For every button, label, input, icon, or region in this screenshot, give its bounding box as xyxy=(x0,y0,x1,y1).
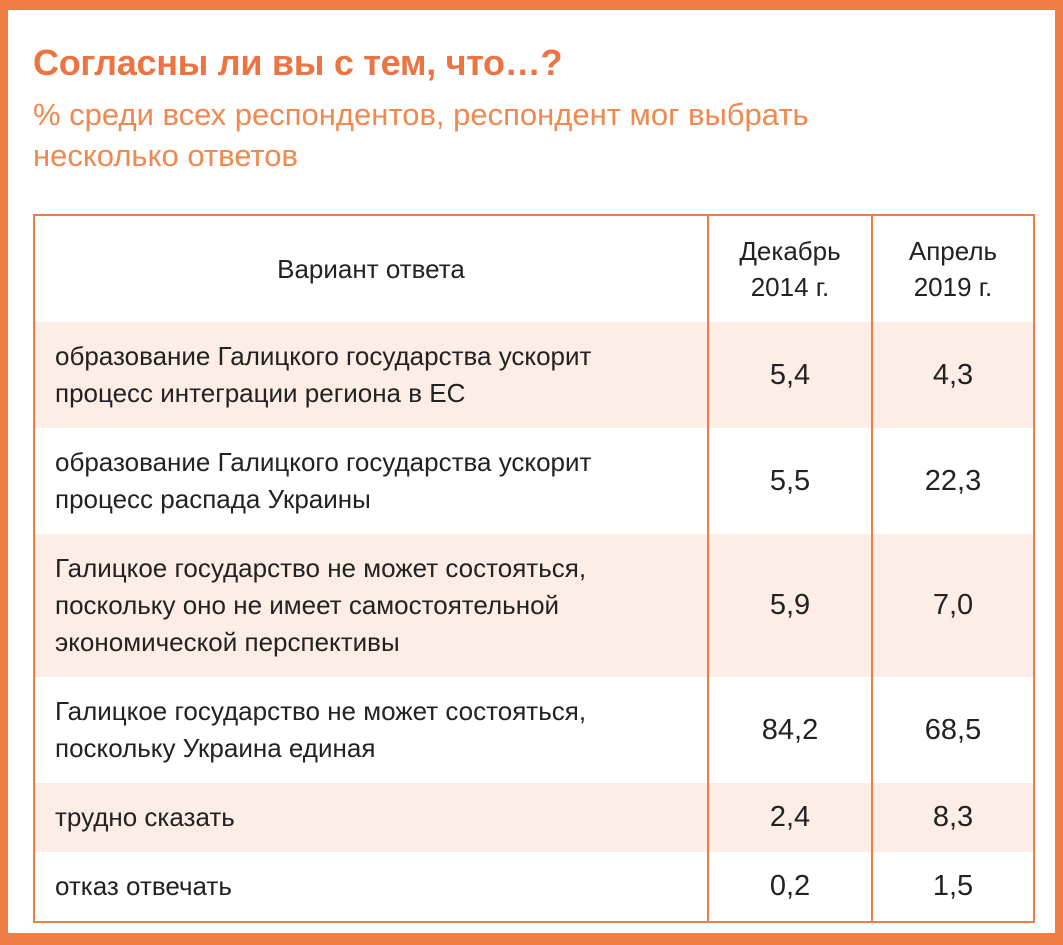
value-dec-2014: 5,9 xyxy=(707,534,872,677)
value-dec-2014: 2,4 xyxy=(707,783,872,852)
column-header-answer: Вариант ответа xyxy=(34,215,708,322)
value-dec-2014: 84,2 xyxy=(707,677,872,783)
value-apr-2019: 22,3 xyxy=(871,428,1034,534)
table-header: Вариант ответа Декабрь 2014 г. Апрель 20… xyxy=(34,215,1034,322)
column-header-apr-2019: Апрель 2019 г. xyxy=(871,215,1034,322)
header-row: Вариант ответа Декабрь 2014 г. Апрель 20… xyxy=(34,215,1034,322)
table-row: образование Галицкого государства ускори… xyxy=(34,322,1034,428)
page-subtitle: % среди всех респондентов, респондент мо… xyxy=(33,97,809,173)
value-dec-2014: 0,2 xyxy=(707,852,872,922)
value-apr-2019: 7,0 xyxy=(871,534,1034,677)
page-content: Согласны ли вы с тем, что…? % среди всех… xyxy=(8,42,1055,923)
survey-results-table: Вариант ответа Декабрь 2014 г. Апрель 20… xyxy=(33,214,1035,923)
table-row: Галицкое государство не может состояться… xyxy=(34,534,1034,677)
value-apr-2019: 8,3 xyxy=(871,783,1034,852)
value-apr-2019: 1,5 xyxy=(871,852,1034,922)
value-apr-2019: 4,3 xyxy=(871,322,1034,428)
answer-label: трудно сказать xyxy=(55,802,235,832)
page-title: Согласны ли вы с тем, что…? xyxy=(33,42,563,83)
table-row: трудно сказать 2,4 8,3 xyxy=(34,783,1034,852)
table-row: отказ отвечать 0,2 1,5 xyxy=(34,852,1034,922)
answer-label: Галицкое государство не может состояться… xyxy=(55,696,587,763)
column-header-dec-2014: Декабрь 2014 г. xyxy=(707,215,872,322)
table-row: образование Галицкого государства ускори… xyxy=(34,428,1034,534)
value-apr-2019: 68,5 xyxy=(871,677,1034,783)
table-row: Галицкое государство не может состояться… xyxy=(34,677,1034,783)
answer-label: образование Галицкого государства ускори… xyxy=(55,341,592,408)
answer-label: Галицкое государство не может состояться… xyxy=(55,553,587,657)
table-body: образование Галицкого государства ускори… xyxy=(34,322,1034,922)
value-dec-2014: 5,5 xyxy=(707,428,872,534)
answer-label: отказ отвечать xyxy=(55,871,232,901)
value-dec-2014: 5,4 xyxy=(707,322,872,428)
answer-label: образование Галицкого государства ускори… xyxy=(55,447,592,514)
